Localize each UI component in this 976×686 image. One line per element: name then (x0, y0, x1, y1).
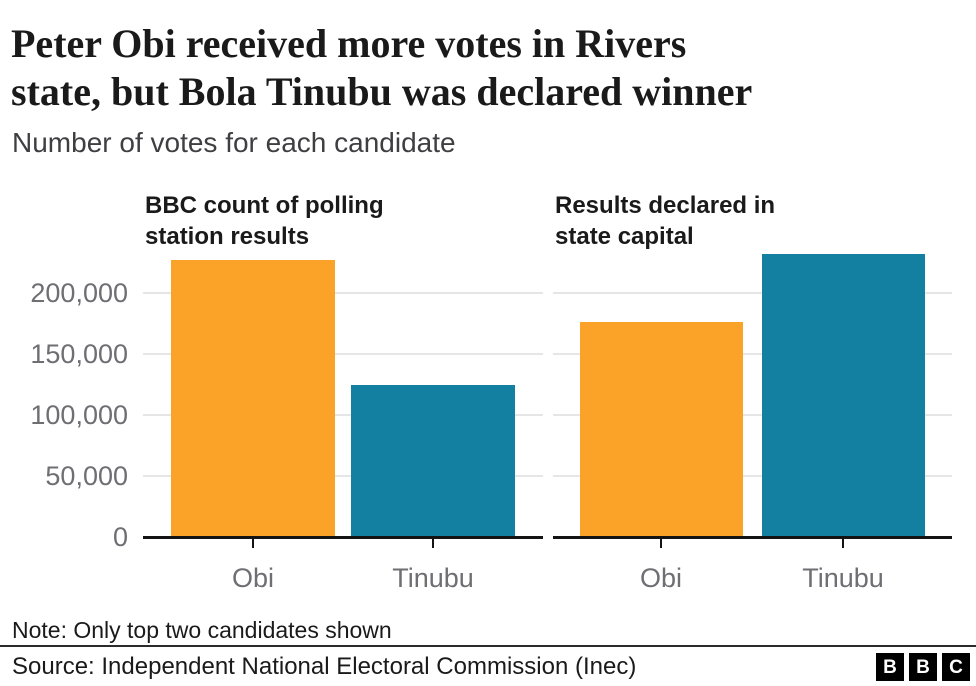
bar-tinubu-declared (762, 254, 925, 536)
x-axis-tick (660, 539, 662, 548)
y-axis-label-0: 0 (112, 522, 128, 552)
panel2-plot-area (553, 240, 952, 548)
y-axis-label-150000: 150,000 (30, 339, 128, 369)
x-axis-tick (842, 539, 844, 548)
panel1-title-line1: BBC count of polling (145, 192, 384, 219)
x-label-tinubu-panel2: Tinubu (802, 563, 884, 593)
page-title-line1: Peter Obi received more votes in Rivers (11, 21, 687, 66)
gridline (553, 353, 952, 355)
panel2-title-line1: Results declared in (555, 192, 776, 219)
panel1-plot-area (143, 240, 543, 548)
gridline (143, 292, 543, 294)
bbc-logo-block-c: C (942, 653, 970, 681)
gridline (143, 353, 543, 355)
page-title: Peter Obi received more votes in Rivers … (11, 20, 961, 116)
panel2-title: Results declared in state capital (555, 190, 885, 252)
y-axis-label-100000: 100,000 (30, 400, 128, 430)
gridline (143, 414, 543, 416)
gridline (553, 475, 952, 477)
x-label-obi-panel2: Obi (639, 563, 683, 593)
x-label-obi-panel1: Obi (231, 563, 275, 593)
y-axis-label-50000: 50,000 (45, 461, 128, 491)
bar-tinubu-bbc-count (351, 385, 515, 536)
bbc-logo-block-b2: B (909, 653, 937, 681)
gridline (553, 414, 952, 416)
x-axis-line (553, 536, 952, 539)
source-text: Source: Independent National Electoral C… (12, 653, 637, 680)
bar-obi-declared (580, 322, 743, 536)
note-text: Note: Only top two candidates shown (12, 617, 392, 643)
x-axis-line (143, 536, 543, 539)
x-label-tinubu-panel1: Tinubu (392, 563, 474, 593)
gridline (143, 475, 543, 477)
footer-divider (0, 645, 976, 647)
bbc-logo-block-b1: B (876, 653, 904, 681)
x-axis-tick (252, 539, 254, 548)
page-subtitle: Number of votes for each candidate (12, 127, 456, 158)
panel1-title-line2: station results (145, 223, 310, 250)
bbc-logo: B B C (876, 653, 970, 681)
panel1-title: BBC count of polling station results (145, 190, 475, 252)
y-axis-label-200000: 200,000 (30, 278, 128, 308)
x-axis-tick (432, 539, 434, 548)
page-title-line2: state, but Bola Tinubu was declared winn… (11, 69, 753, 114)
panel2-title-line2: state capital (555, 223, 694, 250)
gridline (553, 292, 952, 294)
bar-obi-bbc-count (171, 260, 335, 536)
